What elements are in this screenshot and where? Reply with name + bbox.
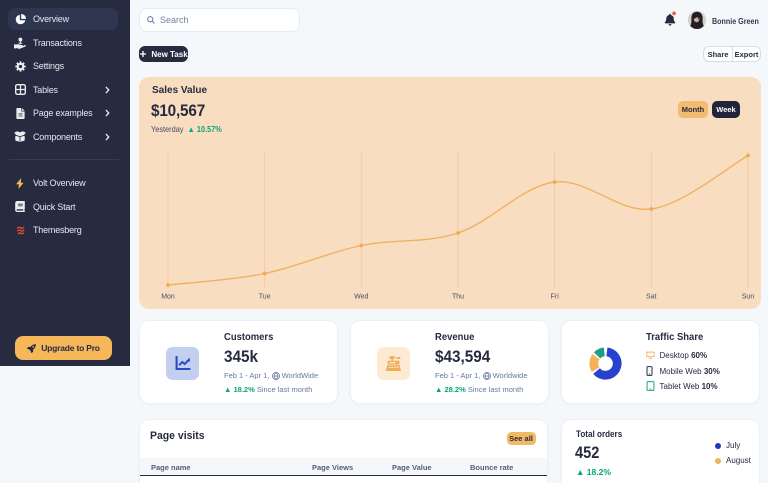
- svg-text:Fri: Fri: [551, 294, 560, 301]
- svg-text:Sun: Sun: [742, 294, 755, 301]
- svg-text:Mon: Mon: [161, 294, 175, 301]
- svg-text:Sat: Sat: [646, 294, 657, 301]
- svg-text:Wed: Wed: [354, 294, 368, 301]
- svg-text:Tue: Tue: [259, 294, 271, 301]
- svg-text:Thu: Thu: [452, 294, 464, 301]
